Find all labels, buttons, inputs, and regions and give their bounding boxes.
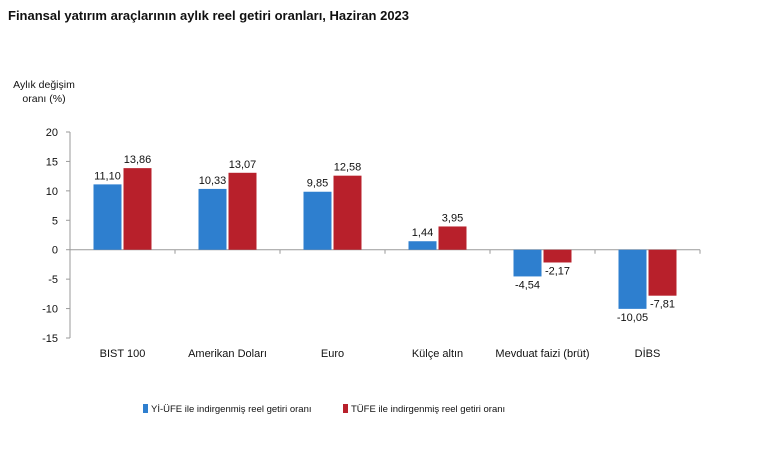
bar-yi-ufe [198, 188, 227, 250]
y-tick-label: 5 [52, 215, 58, 227]
y-tick-label: -15 [42, 333, 58, 345]
label-layer: BIST 100 Amerikan Doları Euro Külçe altın Me… [94, 154, 675, 360]
data-label: 9,85 [307, 178, 328, 190]
category-label: Külçe altın [412, 348, 463, 360]
bar-tufe [543, 249, 572, 263]
bar-tufe [123, 168, 152, 250]
data-label: -4,54 [515, 279, 540, 291]
data-label: 3,95 [442, 212, 463, 224]
bar-tufe [438, 226, 467, 250]
bar-layer [93, 168, 677, 309]
y-tick-label: 20 [46, 127, 58, 139]
bar-yi-ufe [93, 184, 122, 250]
y-tick-label: -10 [42, 304, 58, 316]
bar-yi-ufe [408, 241, 437, 250]
category-label: Mevduat faizi (brüt) [495, 348, 589, 360]
chart-title: Finansal yatırım araçlarının aylık reel … [8, 8, 410, 23]
category-label: Amerikan Doları [188, 348, 267, 360]
y-tick-label: 0 [52, 245, 58, 257]
category-label: DİBS [635, 347, 661, 360]
axis-layer: Aylık değişim oranı (%) -15 -10 -5 0 5 10 15 20 [13, 79, 701, 345]
data-label: -7,81 [650, 299, 675, 311]
bar-yi-ufe [618, 249, 647, 309]
y-tick-label: 15 [46, 156, 58, 168]
y-axis-title-line1: Aylık değişim [13, 79, 75, 91]
bar-yi-ufe [513, 249, 542, 277]
data-label: 13,86 [124, 154, 152, 166]
legend-swatch-yi-ufe [143, 404, 148, 413]
legend: Yİ-ÜFE ile indirgenmiş reel getiri oranı… [143, 404, 505, 415]
legend-label: Yİ-ÜFE ile indirgenmiş reel getiri oranı [151, 404, 312, 415]
data-label: -10,05 [617, 312, 648, 324]
bar-yi-ufe [303, 191, 332, 250]
y-axis-title-line2: oranı (%) [22, 93, 65, 105]
legend-swatch-tufe [343, 404, 348, 413]
data-label: 13,07 [229, 159, 257, 171]
bar-tufe [648, 249, 677, 296]
data-label: 1,44 [412, 227, 433, 239]
data-label: 10,33 [199, 175, 227, 187]
category-label: BIST 100 [100, 348, 146, 360]
data-label: 11,10 [94, 170, 121, 182]
data-label: 12,58 [334, 162, 362, 174]
bar-tufe [333, 175, 362, 250]
y-tick-label: 10 [46, 186, 58, 198]
category-label: Euro [321, 348, 344, 360]
data-label: -2,17 [545, 265, 570, 277]
legend-label: TÜFE ile indirgenmiş reel getiri oranı [351, 404, 505, 415]
bar-tufe [228, 172, 257, 250]
y-tick-label: -5 [48, 274, 58, 286]
